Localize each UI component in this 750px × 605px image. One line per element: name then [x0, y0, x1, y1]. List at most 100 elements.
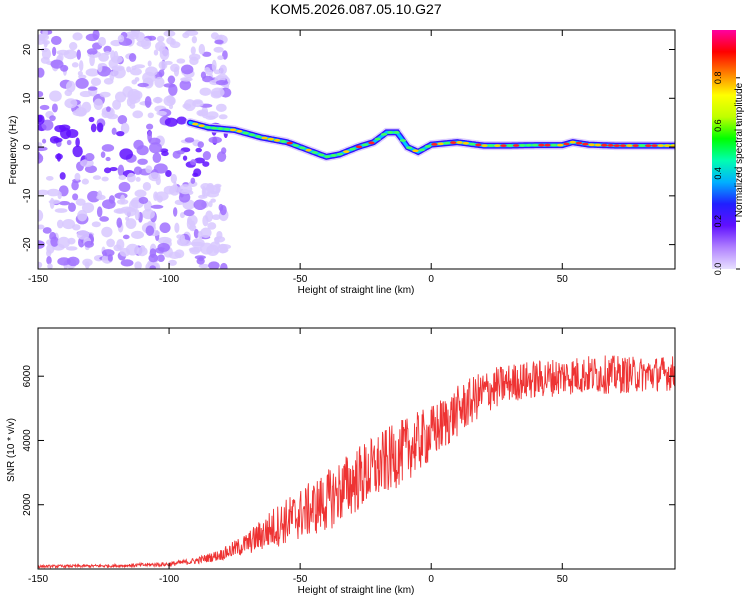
spectrogram-marks — [38, 30, 675, 269]
ridge-core — [299, 146, 306, 150]
ridge-core — [242, 131, 249, 135]
ridge-core — [418, 148, 425, 152]
noise-blob — [120, 122, 130, 134]
noise-blob — [156, 110, 167, 116]
noise-blob — [101, 249, 115, 257]
noise-blob — [134, 77, 140, 82]
noise-blob — [49, 90, 62, 102]
noise-blob — [190, 159, 197, 166]
noise-blob — [132, 199, 140, 204]
spectrogram-y-tick-label: 10 — [22, 92, 33, 104]
noise-blob — [103, 45, 112, 54]
ridge-core — [588, 143, 595, 147]
noise-blob — [109, 166, 118, 172]
noise-blob — [172, 207, 178, 217]
ridge-core — [261, 136, 268, 140]
ridge-core — [619, 144, 627, 147]
noise-blob — [157, 242, 170, 253]
noise-blob — [78, 60, 84, 72]
noise-blob — [102, 199, 116, 210]
noise-blob — [51, 103, 58, 113]
noise-blob — [111, 127, 117, 135]
snr-frame — [37, 327, 676, 570]
noise-blob — [210, 87, 225, 98]
ridge-core — [563, 142, 570, 146]
noise-blob — [65, 246, 78, 251]
noise-blob — [84, 165, 97, 174]
noise-blob — [146, 123, 154, 130]
noise-blob — [150, 204, 164, 209]
noise-blob — [219, 64, 227, 75]
noise-blob — [93, 98, 104, 111]
noise-blob — [120, 259, 134, 267]
noise-blob — [180, 77, 193, 82]
noise-blob — [49, 115, 56, 122]
noise-blob — [125, 216, 130, 221]
snr-y-axis-label: SNR (10 * v/v) — [6, 418, 17, 482]
ridge-core — [336, 152, 344, 156]
noise-blob — [96, 122, 104, 133]
noise-blob — [117, 114, 128, 125]
spectrogram-y-tick-label: 0 — [22, 144, 33, 150]
ridge-core — [317, 153, 325, 157]
noise-blob — [153, 49, 159, 56]
noise-blob — [74, 172, 81, 181]
ridge-core — [556, 143, 564, 147]
noise-blob — [38, 114, 45, 125]
noise-blob — [38, 142, 43, 147]
noise-blob — [85, 68, 100, 77]
noise-blob — [38, 67, 45, 78]
noise-blob — [176, 238, 187, 246]
noise-blob — [182, 32, 190, 39]
ridge-core — [500, 144, 507, 147]
ridge-band — [187, 119, 675, 160]
noise-blob — [57, 236, 71, 249]
noise-blob — [72, 109, 87, 117]
noise-blob — [161, 151, 169, 157]
noise-blob — [191, 35, 198, 44]
noise-blob — [213, 69, 222, 75]
noise-blob — [81, 178, 89, 185]
noise-blob — [125, 218, 137, 229]
ridge-core — [450, 141, 457, 144]
noise-blob — [38, 153, 44, 164]
noise-blob — [72, 193, 79, 201]
noise-blob — [62, 218, 76, 230]
noise-blob — [81, 202, 95, 214]
noise-blob — [213, 46, 224, 53]
ridge-core — [519, 143, 526, 147]
ridge-core — [254, 135, 262, 138]
noise-blob — [182, 103, 192, 109]
ridge-core — [525, 143, 532, 147]
noise-blob — [214, 39, 224, 45]
noise-blob — [97, 190, 103, 200]
snr-x-tick-label: 50 — [557, 574, 569, 585]
noise-blob — [174, 249, 185, 259]
noise-blob — [145, 225, 155, 236]
noise-blob — [97, 63, 103, 73]
noise-blob — [208, 261, 220, 269]
noise-blob — [210, 198, 216, 203]
colorbar-label: Normalized spectral amplitude — [734, 82, 745, 217]
noise-blob — [114, 91, 127, 103]
ridge-core — [437, 142, 444, 146]
ridge-core — [431, 142, 438, 146]
noise-blob — [173, 181, 178, 193]
ridge-core — [412, 149, 419, 153]
noise-blob — [132, 110, 144, 119]
noise-blob — [116, 238, 125, 251]
ridge-core — [468, 142, 476, 146]
ridge-core — [569, 140, 576, 144]
ridge-core — [305, 148, 312, 152]
noise-blob — [75, 78, 89, 89]
noise-blob — [110, 50, 116, 61]
noise-blob — [178, 192, 191, 203]
noise-blob — [197, 231, 203, 239]
colorbar-tick-label: 0.6 — [713, 119, 723, 132]
ridge-core — [550, 143, 558, 147]
noise-blob — [163, 185, 176, 195]
noise-blob — [99, 216, 109, 222]
noise-blob — [213, 248, 219, 254]
noise-blob — [206, 111, 219, 120]
snr-axes: -150 -100 -50 0 50 2000 4000 6000 — [22, 328, 675, 585]
